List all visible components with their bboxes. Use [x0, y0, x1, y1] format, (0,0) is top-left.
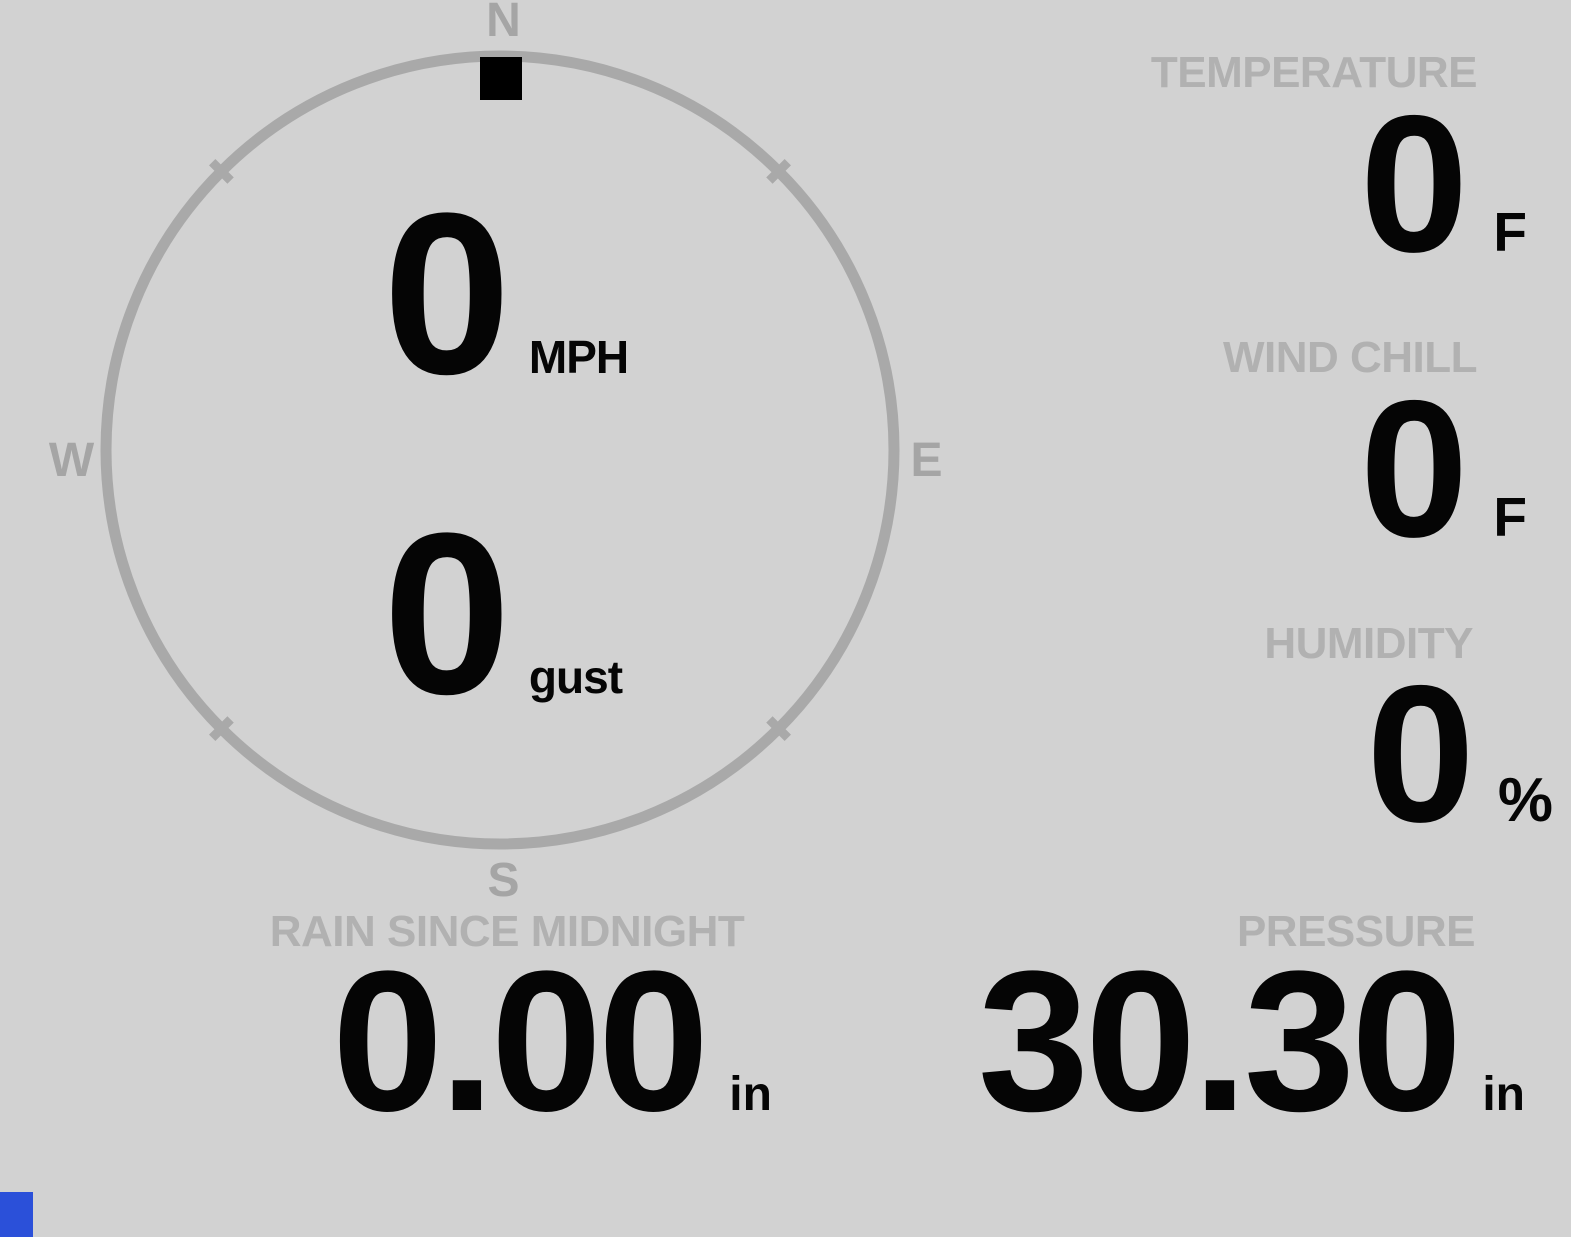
- wind-chill-reading: 0 F: [1360, 372, 1527, 567]
- wind-chill-unit: F: [1493, 486, 1527, 548]
- rain-unit: in: [729, 1068, 772, 1121]
- corner-accent-bar: [0, 1192, 33, 1237]
- rain-label: RAIN SINCE MIDNIGHT: [269, 907, 745, 956]
- wind-gust: 0 gust: [383, 485, 623, 742]
- tick-sw: [209, 716, 234, 741]
- rain-value: 0.00: [332, 930, 709, 1153]
- tick-se: [766, 716, 791, 741]
- pressure-reading: 30.30 in: [978, 942, 1525, 1142]
- temperature-unit: F: [1493, 201, 1527, 263]
- wind-speed-unit: MPH: [528, 331, 629, 383]
- temperature-label: TEMPERATURE: [1150, 48, 1478, 97]
- humidity-label: HUMIDITY: [1264, 619, 1473, 668]
- cardinal-west: W: [48, 434, 94, 487]
- humidity-unit: %: [1497, 766, 1553, 835]
- cardinal-south: S: [487, 854, 519, 907]
- wind-compass-ring: [100, 50, 900, 850]
- cardinal-north: N: [486, 0, 521, 47]
- cardinal-east: E: [910, 434, 942, 487]
- wind-chill-value: 0: [1359, 360, 1468, 578]
- wind-speed: 0 MPH: [383, 165, 629, 422]
- humidity-value: 0: [1366, 645, 1474, 863]
- wind-chill-label: WIND CHILL: [1222, 333, 1478, 382]
- temperature-value: 0: [1359, 75, 1468, 293]
- pressure-unit: in: [1482, 1068, 1525, 1121]
- tick-nw: [209, 159, 234, 184]
- pressure-label: PRESSURE: [1236, 907, 1476, 956]
- wind-direction-marker: [480, 57, 522, 100]
- tick-ne: [766, 159, 791, 184]
- pressure-value: 30.30: [977, 930, 1462, 1153]
- humidity-reading: 0 %: [1366, 657, 1553, 852]
- temperature-reading: 0 F: [1360, 87, 1527, 282]
- wind-gust-value: 0: [383, 485, 511, 742]
- wind-gust-unit: gust: [528, 651, 623, 703]
- rain-reading: 0.00 in: [332, 942, 772, 1142]
- wind-speed-value: 0: [383, 165, 511, 422]
